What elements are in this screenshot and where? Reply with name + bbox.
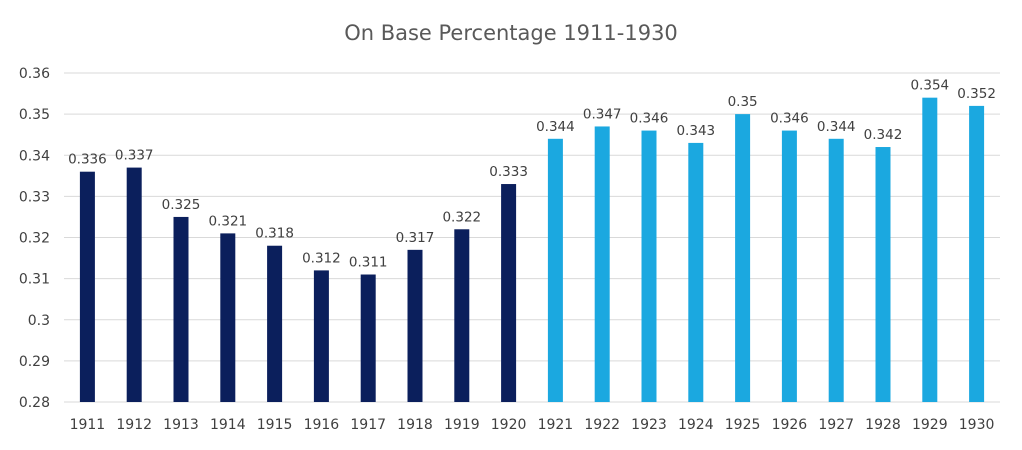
bar (173, 216, 189, 402)
data-label: 0.325 (162, 197, 201, 213)
y-tick-label: 0.29 (19, 354, 50, 370)
chart-title: On Base Percentage 1911-1930 (344, 21, 678, 45)
x-tick-label: 1919 (444, 417, 480, 433)
x-tick-label: 1914 (210, 417, 246, 433)
data-label: 0.322 (442, 209, 481, 225)
y-tick-label: 0.31 (19, 272, 50, 288)
bar (126, 167, 142, 402)
data-label: 0.344 (817, 119, 856, 135)
bar (267, 245, 283, 402)
bar (360, 274, 376, 402)
x-tick-label: 1926 (772, 417, 808, 433)
x-tick-label: 1925 (725, 417, 761, 433)
data-label: 0.354 (910, 78, 949, 94)
x-tick-label: 1928 (865, 417, 901, 433)
bars (79, 97, 985, 403)
x-tick-label: 1911 (70, 417, 106, 433)
y-tick-label: 0.32 (19, 231, 50, 247)
bar (875, 147, 891, 402)
x-tick-label: 1917 (350, 417, 386, 433)
x-tick-label: 1921 (538, 417, 574, 433)
data-label: 0.312 (302, 250, 341, 266)
bar (781, 130, 797, 402)
data-label: 0.35 (728, 94, 758, 110)
x-tick-label: 1924 (678, 417, 714, 433)
x-tick-label: 1912 (116, 417, 152, 433)
x-tick-label: 1916 (304, 417, 340, 433)
data-label: 0.337 (115, 148, 154, 164)
y-tick-label: 0.28 (19, 395, 50, 411)
x-tick-label: 1927 (818, 417, 854, 433)
y-tick-label: 0.36 (19, 66, 50, 82)
bar (688, 142, 704, 402)
data-label: 0.318 (255, 226, 294, 242)
bar (969, 105, 985, 403)
x-tick-label: 1913 (163, 417, 199, 433)
bar (594, 126, 610, 403)
bar (547, 138, 563, 403)
bar (313, 270, 329, 402)
bar (641, 130, 657, 402)
data-label: 0.311 (349, 255, 388, 271)
x-tick-label: 1918 (397, 417, 433, 433)
x-tick-label: 1923 (631, 417, 667, 433)
bar (220, 233, 236, 402)
data-label: 0.336 (68, 152, 107, 168)
data-label: 0.347 (583, 106, 622, 122)
bar (501, 184, 517, 402)
data-label: 0.343 (676, 123, 715, 139)
x-tick-label: 1920 (491, 417, 527, 433)
x-axis-ticks: 1911 1912 1913 1914 1915 1916 1917 1918 1919 1920… (70, 417, 995, 433)
x-tick-label: 1930 (959, 417, 995, 433)
y-axis-ticks: 0.28 0.29 0.3 0.31 0.32 0.33 0.34 0.35 0.36 (19, 66, 50, 411)
data-label: 0.344 (536, 119, 575, 135)
bar (828, 138, 844, 403)
bar (922, 97, 938, 403)
bar (454, 229, 470, 402)
gridlines (64, 72, 1000, 403)
data-label: 0.333 (489, 164, 528, 180)
y-tick-label: 0.34 (19, 148, 50, 164)
data-labels: 0.336 0.337 0.325 0.321 0.318 0.312 0.311 0.317… (68, 78, 996, 271)
x-tick-label: 1915 (257, 417, 293, 433)
data-label: 0.346 (770, 111, 809, 127)
y-tick-label: 0.35 (19, 107, 50, 123)
data-label: 0.346 (630, 111, 669, 127)
bar (79, 171, 95, 402)
bar (407, 249, 423, 402)
data-label: 0.352 (957, 86, 996, 102)
y-tick-label: 0.33 (19, 189, 50, 205)
y-tick-label: 0.3 (28, 313, 50, 329)
x-tick-label: 1929 (912, 417, 948, 433)
x-tick-label: 1922 (584, 417, 620, 433)
data-label: 0.321 (208, 213, 247, 229)
data-label: 0.317 (396, 230, 435, 246)
bar (735, 114, 751, 402)
data-label: 0.342 (864, 127, 903, 143)
